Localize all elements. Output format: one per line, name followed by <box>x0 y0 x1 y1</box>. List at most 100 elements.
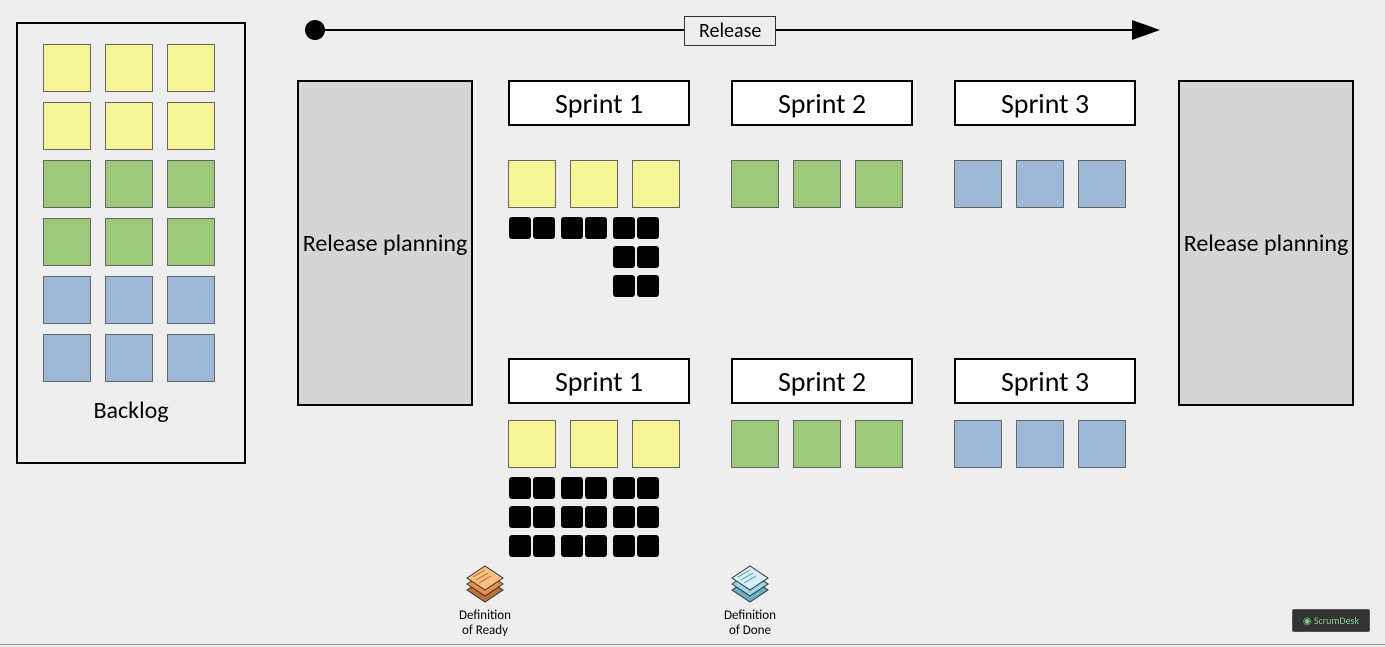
task-square <box>561 506 583 528</box>
task-square <box>585 535 607 557</box>
sprint-card <box>1078 420 1126 468</box>
sprint-header: Sprint 3 <box>954 358 1136 404</box>
sprint-card <box>954 160 1002 208</box>
sprint-card <box>632 160 680 208</box>
task-square <box>637 217 659 239</box>
task-square <box>509 477 531 499</box>
release-planning-left: Release planning <box>297 80 473 406</box>
sprint-card <box>508 160 556 208</box>
def-ready-line1: Definition <box>435 608 535 623</box>
sprint-card <box>570 160 618 208</box>
backlog-card <box>167 334 215 382</box>
sprint-card <box>731 160 779 208</box>
sprint-cards <box>954 420 1132 468</box>
sprint-card <box>1016 420 1064 468</box>
backlog-card <box>43 276 91 324</box>
task-square <box>613 506 635 528</box>
document-stack-icon <box>461 560 509 604</box>
backlog-card <box>167 276 215 324</box>
def-ready-line2: of Ready <box>435 623 535 638</box>
task-square <box>613 477 635 499</box>
release-planning-right: Release planning <box>1178 80 1354 406</box>
sprint-header: Sprint 1 <box>508 80 690 126</box>
brand-text: ScrumDesk <box>1314 614 1359 627</box>
brand-badge: ◉ ScrumDesk <box>1292 609 1370 632</box>
task-square <box>585 506 607 528</box>
task-square <box>613 217 635 239</box>
release-planning-right-label: Release planning <box>1184 229 1349 258</box>
backlog-card <box>43 218 91 266</box>
task-square <box>533 217 555 239</box>
def-done-line1: Definition <box>700 608 800 623</box>
sprint-card <box>793 420 841 468</box>
sprint-card <box>1016 160 1064 208</box>
task-column <box>508 476 556 563</box>
backlog-card <box>167 160 215 208</box>
task-square <box>613 535 635 557</box>
task-square <box>637 246 659 268</box>
release-arrow-label: Release <box>684 16 776 46</box>
task-square <box>509 506 531 528</box>
backlog-card <box>105 276 153 324</box>
backlog-card <box>105 334 153 382</box>
release-label-text: Release <box>699 19 761 43</box>
task-square <box>533 506 555 528</box>
release-planning-left-label: Release planning <box>303 229 468 258</box>
bottom-divider <box>0 644 1385 646</box>
task-square <box>561 535 583 557</box>
backlog-card <box>105 44 153 92</box>
task-square <box>637 275 659 297</box>
backlog-card <box>43 102 91 150</box>
sprint-card <box>855 160 903 208</box>
backlog-card <box>43 44 91 92</box>
sprint-cards <box>731 160 909 208</box>
sprint-card <box>731 420 779 468</box>
definition-of-ready: Definition of Ready <box>435 560 535 638</box>
task-column <box>612 476 660 563</box>
task-square <box>585 217 607 239</box>
sprint-card <box>793 160 841 208</box>
backlog-card <box>167 44 215 92</box>
sprint-header: Sprint 2 <box>731 80 913 126</box>
backlog-card <box>43 334 91 382</box>
sprint-header: Sprint 3 <box>954 80 1136 126</box>
def-done-line2: of Done <box>700 623 800 638</box>
backlog-card <box>43 160 91 208</box>
sprint-cards <box>508 160 686 208</box>
definition-of-done: Definition of Done <box>700 560 800 638</box>
backlog-card <box>167 102 215 150</box>
task-square <box>613 246 635 268</box>
task-square <box>509 535 531 557</box>
sprint-cards <box>508 420 686 468</box>
release-arrow-head <box>1132 20 1160 40</box>
backlog-card <box>167 218 215 266</box>
sprint-header: Sprint 1 <box>508 358 690 404</box>
task-square <box>637 477 659 499</box>
task-column <box>560 216 608 245</box>
backlog-card <box>105 218 153 266</box>
task-column <box>612 216 660 303</box>
task-square <box>637 535 659 557</box>
backlog-grid <box>18 24 244 392</box>
task-square <box>561 217 583 239</box>
task-square <box>613 275 635 297</box>
task-square <box>533 535 555 557</box>
sprint-card <box>954 420 1002 468</box>
backlog-label: Backlog <box>18 396 244 425</box>
document-stack-icon <box>726 560 774 604</box>
task-square <box>585 477 607 499</box>
task-cluster <box>508 476 664 563</box>
task-column <box>560 476 608 563</box>
task-square <box>561 477 583 499</box>
sprint-cards <box>731 420 909 468</box>
sprint-cards <box>954 160 1132 208</box>
sprint-card <box>1078 160 1126 208</box>
backlog-card <box>105 102 153 150</box>
sprint-card <box>855 420 903 468</box>
sprint-card <box>508 420 556 468</box>
task-square <box>509 217 531 239</box>
task-column <box>508 216 556 245</box>
task-cluster <box>508 216 664 303</box>
sprint-card <box>570 420 618 468</box>
task-square <box>533 477 555 499</box>
